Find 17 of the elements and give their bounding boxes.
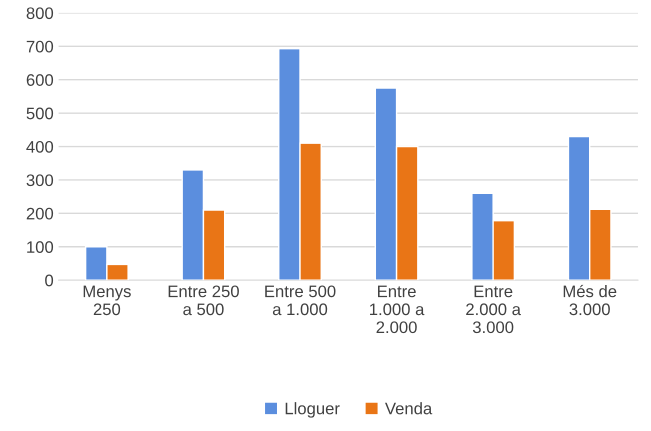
y-tick-label: 0	[45, 274, 54, 286]
y-tick-label: 600	[26, 74, 54, 86]
x-tick-label: Entre 2.000 a 3.000	[466, 286, 521, 334]
y-tick-label: 100	[27, 241, 54, 253]
legend-label: Lloguer	[286, 402, 340, 418]
y-tick-label: 200	[26, 208, 54, 220]
x-tick-label: Entre 500 a 1.000	[265, 285, 336, 316]
x-tick-label: Més de 3.000	[564, 284, 616, 316]
x-tick-label: Menys 250	[84, 286, 131, 316]
y-tick-label: 800	[26, 7, 54, 20]
x-tick-label: Entre 1.000 a 2.000	[370, 286, 424, 334]
y-tick-label: 300	[26, 174, 54, 186]
y-tick-label: 400	[26, 140, 54, 153]
y-tick-label: 500	[26, 108, 54, 120]
y-tick-label: 700	[26, 40, 54, 53]
x-tick-label: Entre 250 a 500	[168, 285, 239, 316]
legend-label: Venda	[385, 402, 432, 414]
